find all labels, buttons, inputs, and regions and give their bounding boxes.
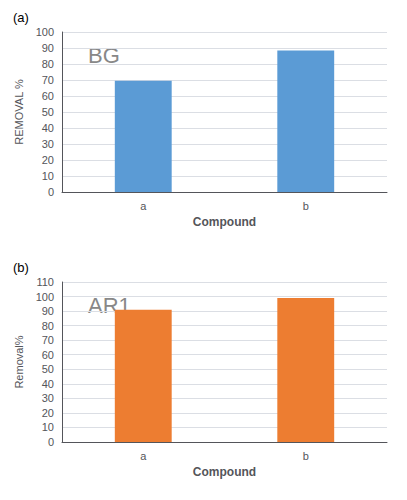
svg-text:20: 20	[42, 154, 54, 166]
svg-text:AR1: AR1	[88, 293, 131, 319]
svg-text:100: 100	[36, 291, 54, 303]
svg-text:60: 60	[42, 90, 54, 102]
svg-text:50: 50	[42, 106, 54, 118]
svg-text:b: b	[303, 450, 309, 462]
svg-text:Removal%: Removal%	[13, 335, 25, 388]
svg-text:70: 70	[42, 334, 54, 346]
svg-text:REMOVAL %: REMOVAL %	[13, 79, 25, 145]
svg-text:a: a	[140, 200, 147, 212]
svg-text:80: 80	[42, 320, 54, 332]
svg-text:a: a	[140, 450, 147, 462]
svg-text:40: 40	[42, 378, 54, 390]
svg-text:(b): (b)	[13, 260, 29, 275]
svg-text:30: 30	[42, 392, 54, 404]
svg-text:30: 30	[42, 138, 54, 150]
svg-text:0: 0	[48, 186, 54, 198]
svg-text:10: 10	[42, 170, 54, 182]
svg-text:90: 90	[42, 305, 54, 317]
svg-text:100: 100	[36, 26, 54, 38]
svg-text:b: b	[303, 200, 309, 212]
svg-text:10: 10	[42, 421, 54, 433]
svg-text:90: 90	[42, 42, 54, 54]
svg-text:(a): (a)	[13, 10, 29, 25]
svg-text:Compound: Compound	[193, 465, 256, 479]
svg-text:50: 50	[42, 363, 54, 375]
svg-text:80: 80	[42, 58, 54, 70]
svg-text:40: 40	[42, 122, 54, 134]
svg-text:20: 20	[42, 407, 54, 419]
svg-text:110: 110	[36, 276, 54, 288]
svg-text:0: 0	[48, 436, 54, 448]
svg-text:70: 70	[42, 74, 54, 86]
svg-text:Compound: Compound	[193, 215, 256, 229]
svg-text:BG: BG	[88, 43, 120, 69]
svg-text:60: 60	[42, 349, 54, 361]
